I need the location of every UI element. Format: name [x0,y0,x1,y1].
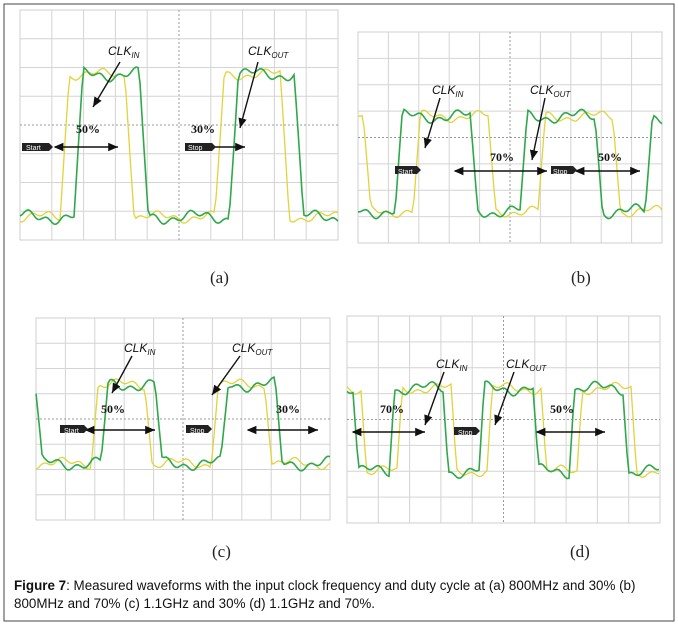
plots [20,10,662,523]
marker: Stop [190,428,205,435]
scope-panel [347,316,660,523]
scope-panel [20,10,338,240]
duty: 70% [380,402,404,416]
panel-label: (c) [212,542,231,561]
panel-label: (b) [571,268,591,287]
duty: 50% [76,122,100,136]
caption-label: Figure 7 [14,578,66,593]
duty: 50% [550,402,574,416]
caption-text: : Measured waveforms with the input cloc… [14,578,635,611]
duty: 50% [598,150,622,164]
marker: Stop [188,145,203,152]
duty: 50% [101,402,125,416]
caption: Figure 7: Measured waveforms with the in… [14,577,674,613]
duty: 70% [490,150,514,164]
panel-label: (d) [570,542,590,561]
marker: Start [26,145,41,152]
marker: Stop [553,169,568,176]
page: CLKINCLKOUT50%30%StartStop(a)CLKINCLKOUT… [0,0,678,625]
figure: CLKINCLKOUT50%30%StartStop(a)CLKINCLKOUT… [0,0,678,625]
scope-panel [36,318,330,520]
marker: Start [398,169,413,176]
panel-label: (a) [210,268,229,287]
duty: 30% [276,402,300,416]
scope-panel [358,32,662,243]
marker: Stop [458,430,473,437]
marker: Start [64,428,79,435]
scope-screen [20,10,338,240]
duty: 30% [191,122,215,136]
